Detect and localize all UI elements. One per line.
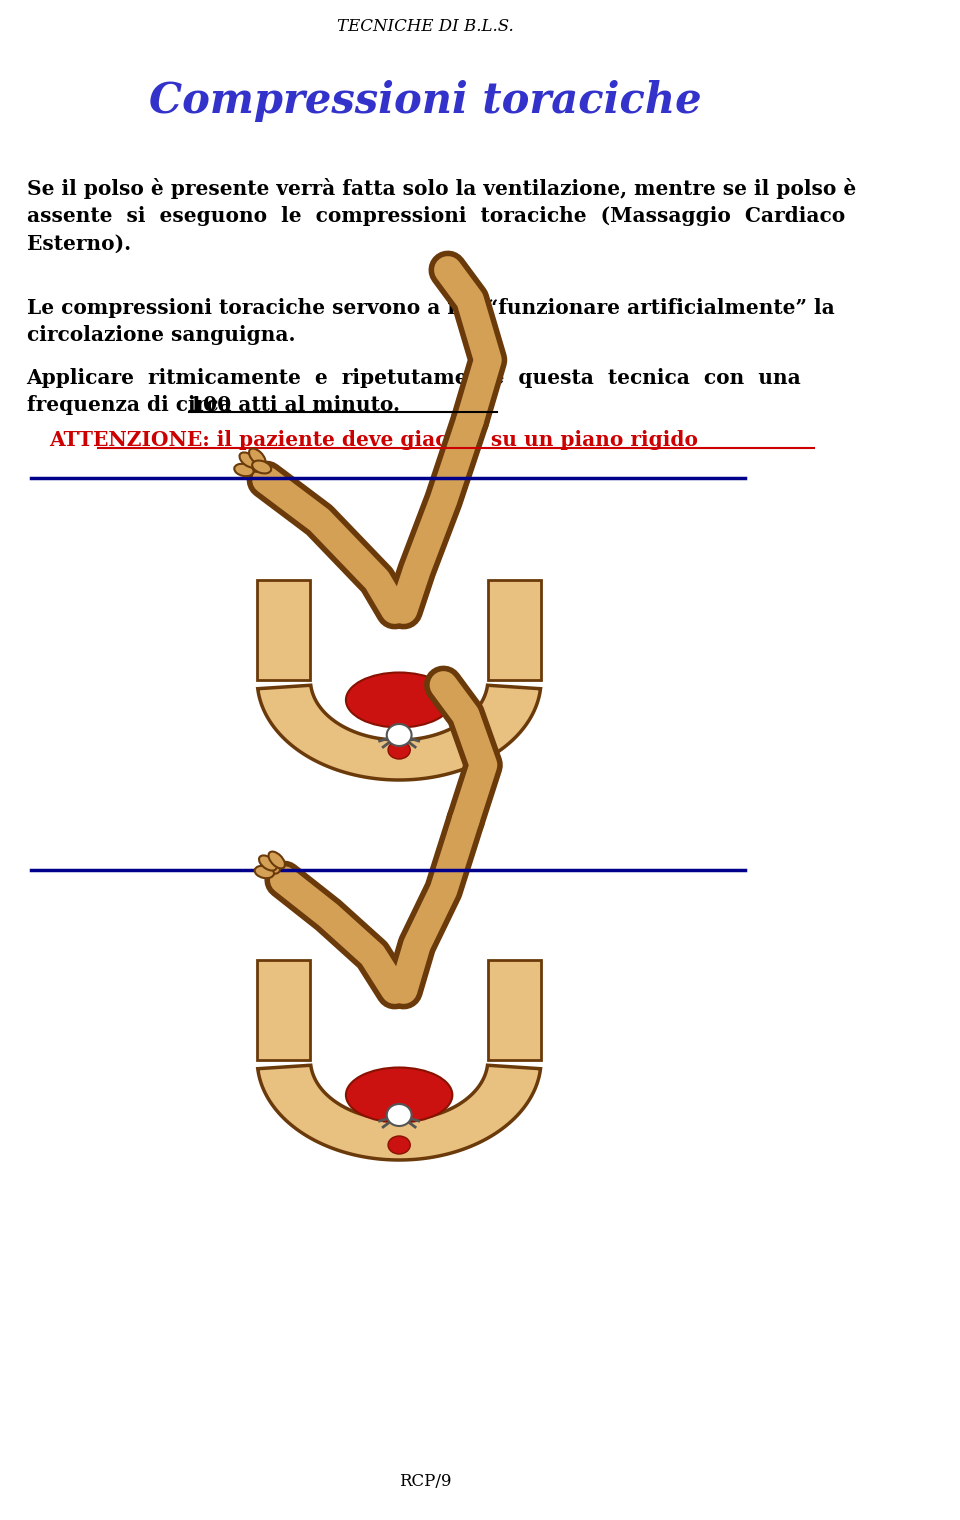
Polygon shape <box>488 961 541 1059</box>
Text: RCP/9: RCP/9 <box>399 1473 452 1490</box>
Ellipse shape <box>249 448 266 465</box>
Ellipse shape <box>387 724 412 746</box>
PathPatch shape <box>258 1066 540 1160</box>
Polygon shape <box>488 581 541 679</box>
Text: Se il polso è presente verrà fatta solo la ventilazione, mentre se il polso è
as: Se il polso è presente verrà fatta solo … <box>27 178 856 254</box>
Text: TECNICHE DI B.L.S.: TECNICHE DI B.L.S. <box>337 18 515 35</box>
Ellipse shape <box>346 1067 452 1122</box>
Ellipse shape <box>269 851 285 868</box>
Text: frequenza di circa: frequenza di circa <box>27 395 238 415</box>
Ellipse shape <box>387 1104 412 1126</box>
Polygon shape <box>257 581 310 679</box>
Text: 100 atti al minuto.: 100 atti al minuto. <box>189 395 400 415</box>
Ellipse shape <box>259 856 276 871</box>
Ellipse shape <box>261 860 280 874</box>
Ellipse shape <box>234 464 253 476</box>
Text: Le compressioni toraciche servono a far “funzionare artificialmente” la
circolaz: Le compressioni toraciche servono a far … <box>27 298 834 345</box>
Ellipse shape <box>388 742 410 758</box>
Ellipse shape <box>388 1135 410 1154</box>
Ellipse shape <box>252 461 271 473</box>
Polygon shape <box>257 961 310 1059</box>
Ellipse shape <box>239 453 257 468</box>
Text: Applicare  ritmicamente  e  ripetutamente  questa  tecnica  con  una: Applicare ritmicamente e ripetutamente q… <box>27 368 802 388</box>
Text: Compressioni toraciche: Compressioni toraciche <box>150 81 702 122</box>
PathPatch shape <box>258 686 540 780</box>
Text: ATTENZIONE: il paziente deve giacere su un piano rigido: ATTENZIONE: il paziente deve giacere su … <box>49 430 698 450</box>
Ellipse shape <box>346 672 452 728</box>
Ellipse shape <box>254 866 274 879</box>
Ellipse shape <box>244 458 262 471</box>
